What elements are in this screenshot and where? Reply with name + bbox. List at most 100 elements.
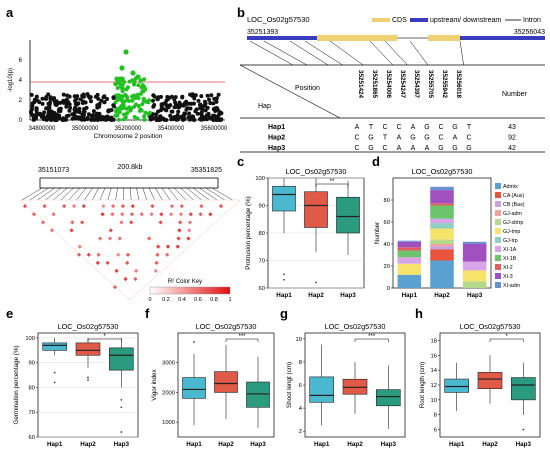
legend-label: GJ-trp [503,238,518,244]
allele: C [354,135,359,142]
snp-position: 35256018 [455,70,462,99]
legend-swatch [495,219,501,225]
allele: A [453,135,458,142]
manhattan-point [119,104,124,109]
sig-label: *** [238,334,246,340]
x-tick-label: Hap2 [347,441,363,448]
ld-cell [105,260,110,265]
ld-track [39,177,219,189]
box [376,389,401,407]
allele: A [397,145,402,152]
manhattan-point [117,110,122,115]
manhattan-point [193,109,198,114]
ld-connector [193,187,210,201]
manhattan-point [176,104,181,109]
allele: G [452,145,457,152]
manhattan-point [212,96,217,101]
ld-cell [186,236,191,241]
manhattan-point [106,108,111,113]
ld-cell [169,204,175,209]
ld-cell [147,236,152,241]
manhattan-point [32,113,37,118]
manhattan-point [34,106,39,111]
ld-heatmap: 35151073 200.8kb 35351825 R² Color Key 0… [19,164,241,303]
allele: G [368,145,373,152]
ld-connector [123,187,125,201]
manhattan-point [214,106,219,110]
panel-letter-b: b [237,5,245,20]
box [309,376,334,403]
manhattan-point [165,95,170,99]
x-tick-label: Hap2 [308,292,324,299]
box [511,377,536,401]
x-tick-label: Hap3 [114,441,130,448]
manhattan-point [163,107,168,112]
ld-connector [130,187,132,201]
manhattan-point [165,104,170,109]
manhattan-point [196,98,201,103]
y-tick-label: 10 [431,398,437,404]
manhattan-point [169,117,174,122]
allele: G [410,135,415,142]
manhattan-ytick-4: 4 [19,78,23,84]
manhattan-point [186,115,191,120]
ld-cell [134,268,139,274]
manhattan-point [54,116,59,121]
legend-label: Admix [503,184,518,190]
snp-connector [369,40,393,66]
x-tick-label: Hap3 [340,292,356,299]
snp-connector [289,40,329,66]
y-axis-label: Shoot lengt (cm) [286,362,293,408]
ld-connector [142,187,147,201]
allele: A [411,145,416,152]
hap-label: Hap [258,103,271,110]
chart-title: LOC_Os02g57530 [286,167,347,176]
manhattan-point [121,117,126,122]
manhattan-point [55,101,60,106]
ld-connector [92,187,99,201]
manhattan-point [105,114,110,119]
sig-label: * [505,334,508,340]
y-tick-label: 20 [384,264,390,270]
stack-segment [430,186,454,191]
hap-name: Hap2 [268,135,285,142]
manhattan-point [159,94,163,99]
manhattan-point [121,100,126,105]
manhattan-point [141,96,146,101]
manhattan-point [130,94,135,99]
x-tick-label: Hap2 [218,441,234,448]
x-tick-label: Hap3 [467,292,483,299]
allele: G [438,145,443,152]
legend-label: CB (Bas) [503,202,525,208]
manhattan-point [151,98,155,103]
box [42,342,67,351]
x-tick-label: Hap2 [434,292,450,299]
manhattan-point [191,114,196,119]
manhattan-point [49,115,54,120]
legend-swatch [495,228,501,234]
snp-connector [459,40,464,66]
legend-label: GJ-tmp [503,229,520,235]
ld-connector [45,187,62,201]
manhattan-point [89,113,94,118]
ld-cell [129,220,134,225]
chart-shoot: LOC_Os02g57530 2 4 6 8 10 Shoot lengt (cm) Hap1… [286,322,406,448]
manhattan-point [34,94,39,99]
position-label: Position [295,85,320,92]
ld-cell [158,220,163,225]
stack-segment [430,223,454,229]
stack-segment [397,247,422,251]
manhattan-point [156,118,161,122]
ld-cell [129,212,135,217]
ld-cell [187,228,192,233]
snp-position: 35255942 [441,70,448,99]
manhattan-point [113,100,118,105]
manhattan-point [99,117,103,122]
stack-segment [397,257,422,264]
panel-letter-a: a [6,5,14,20]
manhattan-point [125,111,130,116]
manhattan-point [96,96,101,101]
manhattan-point [214,115,219,120]
manhattan-point [147,98,152,103]
